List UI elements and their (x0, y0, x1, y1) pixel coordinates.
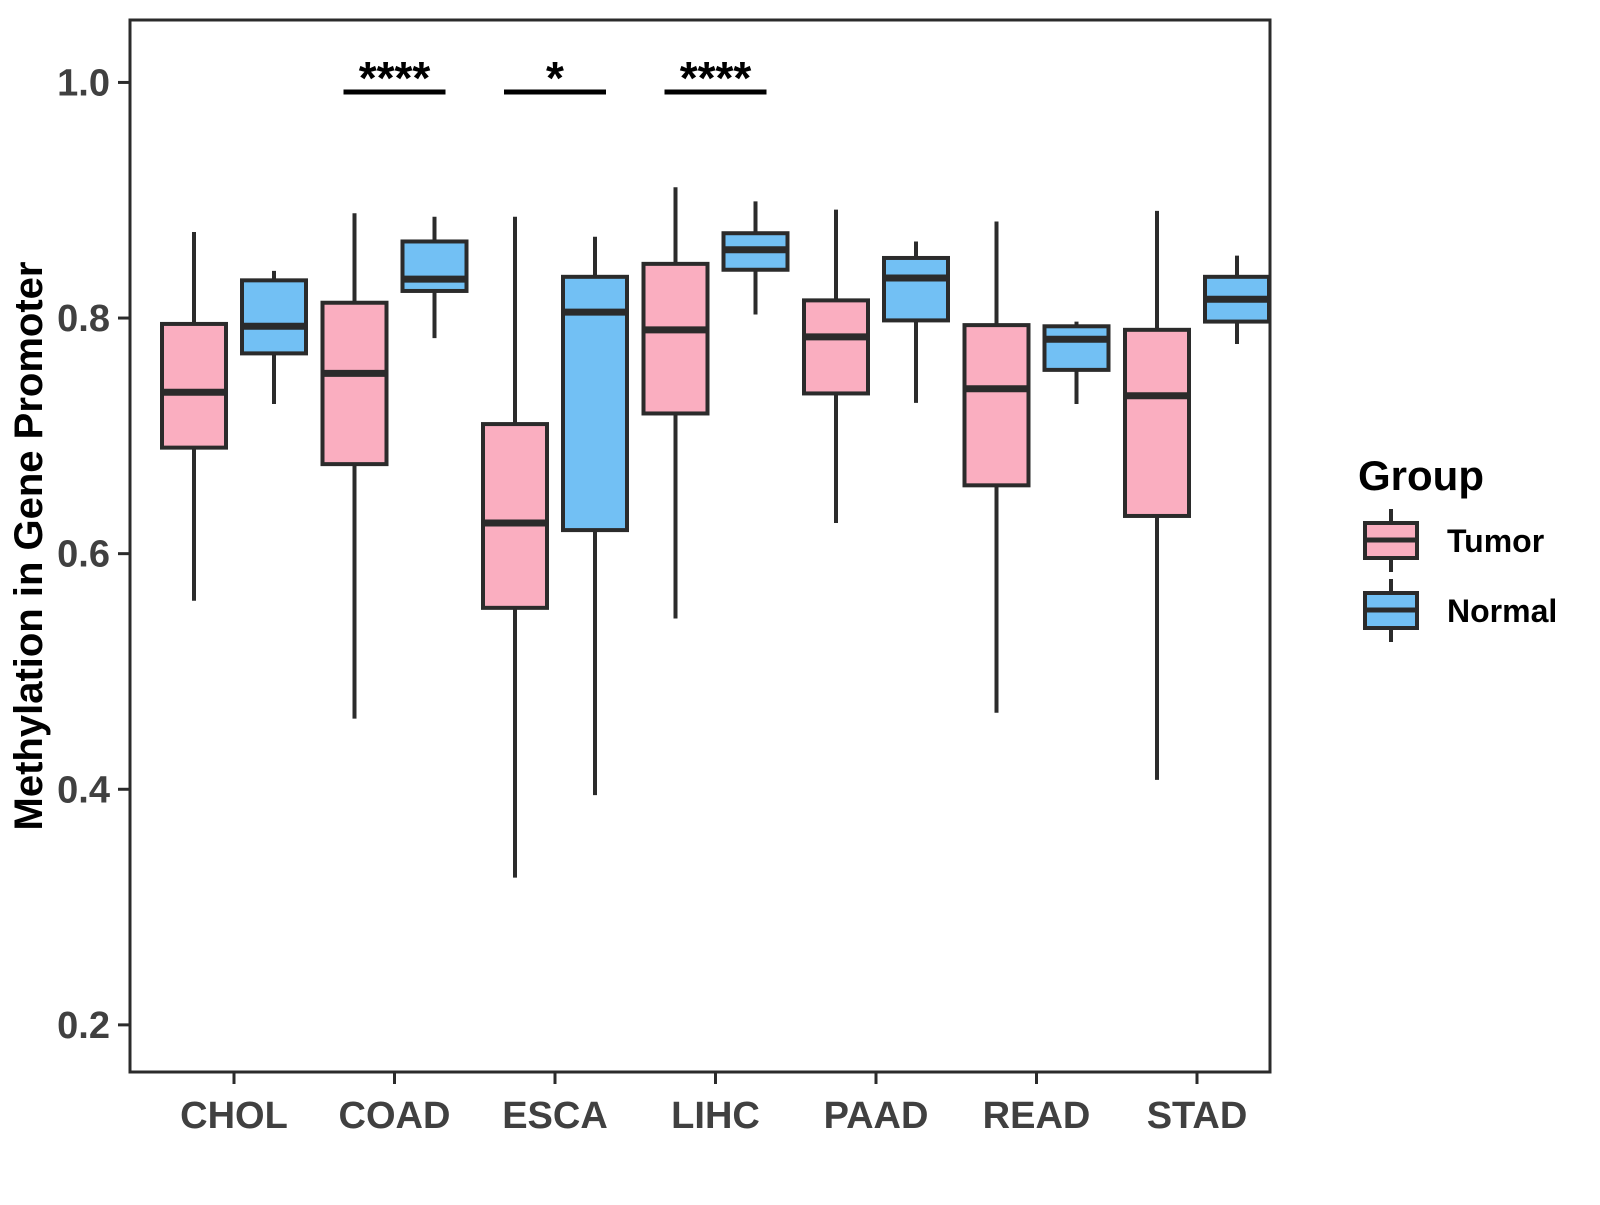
box-chol-tumor (160, 321, 228, 450)
box-coad-tumor (320, 300, 389, 467)
x-tick-label-paad: PAAD (824, 1095, 929, 1137)
legend-title: Group (1358, 452, 1484, 499)
box-lihc-tumor (641, 261, 710, 416)
y-tick-label: 0.8 (57, 298, 110, 340)
box-chol-normal (240, 278, 308, 356)
x-tick-label-coad: COAD (339, 1095, 451, 1137)
box-stad-tumor (1123, 327, 1191, 518)
box-paad-tumor (802, 298, 870, 396)
box-read-tumor (962, 323, 1031, 488)
significance-stars-esca: * (546, 52, 564, 104)
box-coad-normal (400, 239, 469, 293)
axes-layer: 0.2 0.4 0.6 0.8 1.0 CHOL COAD ESCA LIHC PAAD READ S… (57, 62, 1247, 1137)
significance-stars-lihc: **** (680, 52, 752, 104)
legend-entry-tumor: Tumor (1363, 509, 1544, 572)
y-tick-label: 0.6 (57, 534, 110, 576)
legend-label-normal: Normal (1447, 593, 1557, 629)
significance-layer: **** * **** (343, 52, 767, 104)
y-axis-title: Methylation in Gene Promoter (7, 262, 51, 831)
y-tick-label: 0.2 (57, 1005, 110, 1047)
x-tick-label-stad: STAD (1147, 1095, 1248, 1137)
box-paad-normal (882, 255, 950, 323)
x-tick-label-read: READ (983, 1095, 1091, 1137)
box-esca-normal (561, 274, 629, 533)
legend-entry-normal: Normal (1363, 579, 1557, 642)
plot-panel-border (128, 18, 1272, 1074)
x-tick-label-chol: CHOL (180, 1095, 288, 1137)
x-tick-label-esca: ESCA (502, 1095, 608, 1137)
boxes-layer (160, 187, 1271, 878)
significance-stars-coad: **** (359, 52, 431, 104)
x-tick-label-lihc: LIHC (671, 1095, 760, 1137)
legend: Group Tumor Normal (1358, 452, 1557, 642)
box-read-normal (1042, 324, 1111, 372)
y-tick-label: 0.4 (57, 769, 110, 811)
legend-label-tumor: Tumor (1447, 523, 1544, 559)
box-esca-tumor (481, 422, 549, 610)
y-tick-label: 1.0 (57, 62, 110, 104)
